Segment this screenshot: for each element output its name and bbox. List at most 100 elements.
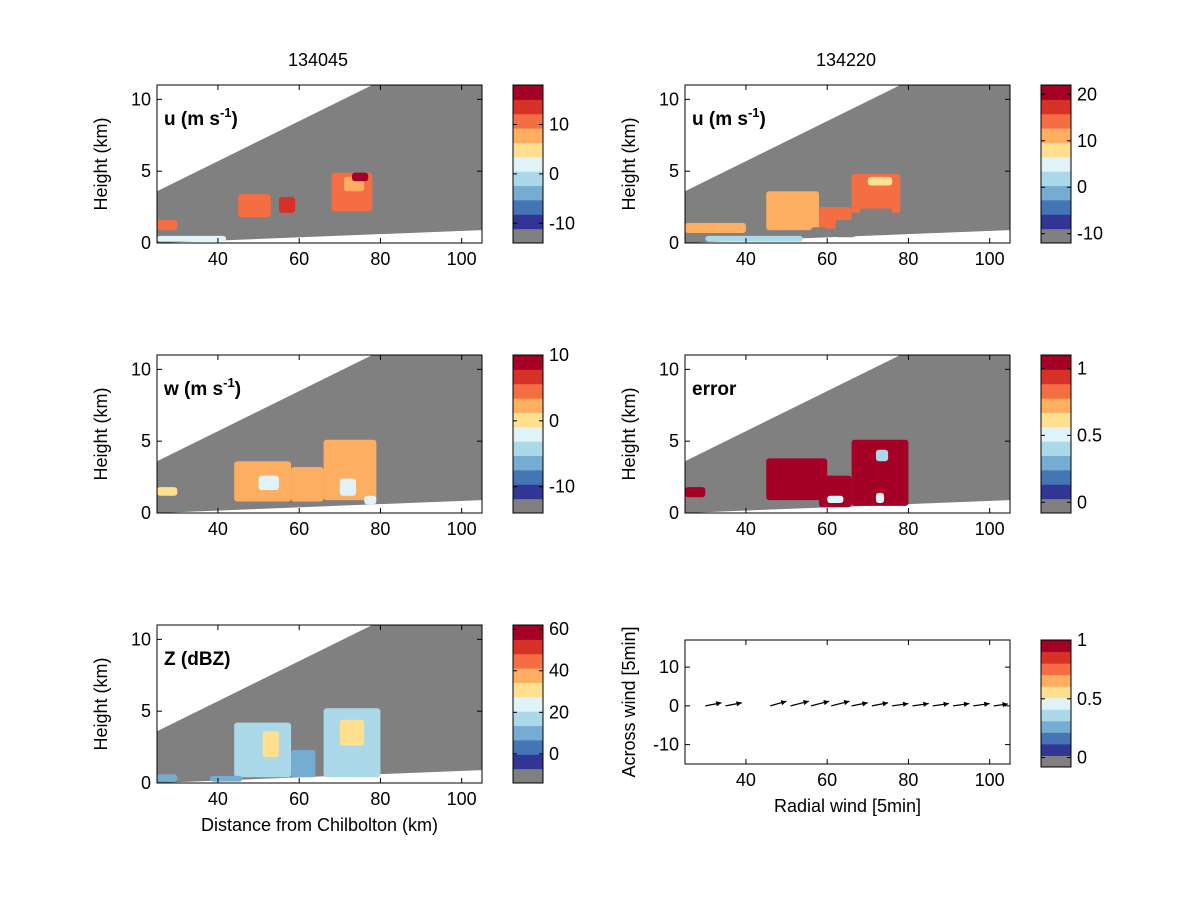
wind-vector <box>892 701 909 707</box>
y-axis-label: Height (km) <box>619 387 639 480</box>
colorbar-bin <box>1041 85 1071 100</box>
colorbar-tick-label: 0 <box>1077 748 1087 768</box>
data-cell <box>685 222 746 233</box>
colorbar-bin <box>1041 426 1071 442</box>
colorbar-bin <box>513 369 543 385</box>
colorbar-bin <box>513 214 543 230</box>
x-tick-label: 60 <box>817 770 837 790</box>
colorbar-tick-label: 0.5 <box>1077 689 1102 709</box>
colorbar-bin <box>1041 455 1071 471</box>
colorbar-bin <box>513 441 543 457</box>
wind-vector <box>851 701 868 707</box>
colorbar-bin <box>513 469 543 485</box>
data-cell <box>291 749 316 778</box>
colorbar-bin <box>1041 171 1071 187</box>
colorbar-bin <box>513 398 543 413</box>
colorbar-tick-label: 0 <box>1077 492 1087 512</box>
x-tick-label: 40 <box>736 770 756 790</box>
data-cell <box>258 475 279 491</box>
y-tick-label: 10 <box>131 629 151 649</box>
colorbar-bin <box>513 171 543 187</box>
colorbar-bin <box>513 455 543 471</box>
colorbar-tick-label: -10 <box>1077 224 1103 244</box>
colorbar-bin <box>513 185 543 201</box>
colorbar-bin <box>513 754 543 770</box>
variable-label: u (m s-1) <box>164 105 238 130</box>
colorbar-bin <box>1041 755 1071 768</box>
data-cell <box>827 495 844 503</box>
data-cell <box>875 492 885 503</box>
y-axis-label: Height (km) <box>91 387 111 480</box>
colorbar-tick-label: 40 <box>549 661 569 681</box>
data-cell <box>851 439 909 506</box>
plot-area <box>685 85 1010 243</box>
colorbar-bin <box>1041 709 1071 722</box>
colorbar-bin <box>513 426 543 442</box>
x-tick-label: 60 <box>289 249 309 269</box>
x-tick-label: 60 <box>817 519 837 539</box>
colorbar-bin <box>1041 743 1071 756</box>
y-tick-label: 10 <box>131 359 151 379</box>
colorbar: 00.51 <box>1040 630 1102 768</box>
x-tick-label: 40 <box>208 249 228 269</box>
axes-frame <box>156 84 483 244</box>
colorbar-tick-label: 1 <box>1077 358 1087 378</box>
y-tick-label: 0 <box>141 503 151 523</box>
colorbar-bin <box>1041 369 1071 385</box>
colorbar-bin <box>1041 686 1071 699</box>
colorbar-bin <box>1041 214 1071 230</box>
colorbar-bin <box>1041 469 1071 485</box>
y-tick-label: 5 <box>669 431 679 451</box>
wind-vector <box>705 701 722 707</box>
colorbar-bin <box>513 142 543 158</box>
colorbar-tick-label: 60 <box>549 619 569 639</box>
x-tick-label: 80 <box>370 789 390 809</box>
colorbar-bin <box>1041 498 1071 514</box>
plot-area <box>157 625 482 783</box>
data-cell <box>810 227 828 238</box>
y-tick-label: 10 <box>659 657 679 677</box>
x-tick-label: 100 <box>975 770 1005 790</box>
variable-label: error <box>692 379 737 400</box>
data-cell <box>157 774 178 782</box>
y-tick-label: 5 <box>141 701 151 721</box>
plot-area <box>685 355 1010 513</box>
y-tick-label: 5 <box>141 161 151 181</box>
data-cell <box>209 775 243 782</box>
colorbar-tick-label: 0 <box>549 164 559 184</box>
variable-label: w (m s-1) <box>163 375 241 400</box>
colorbar-bin <box>1041 663 1071 676</box>
y-tick-label: 10 <box>131 89 151 109</box>
colorbar-bin <box>1041 383 1071 399</box>
colorbar: 0 20 40 60 <box>512 619 569 784</box>
colorbar-bin <box>513 156 543 172</box>
y-axis-label: Height (km) <box>91 117 111 210</box>
colorbar-bin <box>1041 228 1071 244</box>
data-cell <box>157 220 178 231</box>
colorbar-bin <box>513 739 543 755</box>
wind-vector <box>993 702 1009 708</box>
data-cell <box>339 719 365 746</box>
colorbar-tick-label: 0.5 <box>1077 425 1102 445</box>
colorbar-bin <box>1041 651 1071 664</box>
x-tick-label: 100 <box>447 249 477 269</box>
y-axis-label: Height (km) <box>619 117 639 210</box>
y-tick-label: 10 <box>659 89 679 109</box>
x-axis-label: Distance from Chilbolton (km) <box>201 815 438 835</box>
x-tick-label: 40 <box>736 249 756 269</box>
wind-vector <box>810 700 830 707</box>
colorbar-bin <box>1041 199 1071 215</box>
data-cell <box>157 235 227 242</box>
panel-u-134045: 40 60 80 100 0 5 10 Height (km) u (m s-1) -10 0 10 <box>91 84 575 269</box>
colorbar-bin <box>513 383 543 399</box>
colorbar-tick-label: 20 <box>1077 84 1097 104</box>
x-tick-label: 80 <box>898 249 918 269</box>
colorbar-bin <box>513 99 543 115</box>
y-tick-label: 10 <box>659 359 679 379</box>
colorbar-tick-label: 10 <box>1077 131 1097 151</box>
x-tick-label: 80 <box>898 519 918 539</box>
colorbar-bin <box>1041 142 1071 158</box>
plot-area <box>157 85 482 243</box>
